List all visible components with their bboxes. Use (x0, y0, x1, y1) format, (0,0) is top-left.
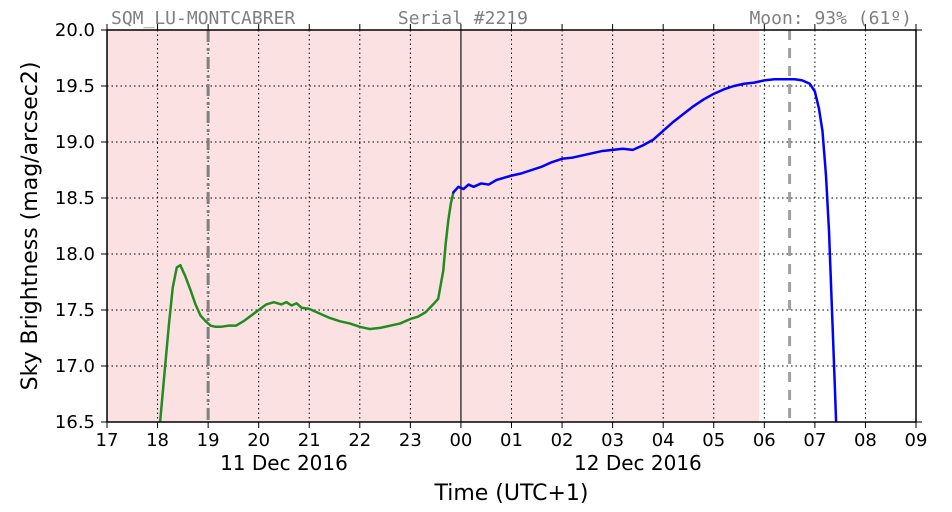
x-tick-label: 06 (753, 430, 776, 451)
x-tick-label: 09 (905, 430, 928, 451)
x-tick-label: 08 (854, 430, 877, 451)
x-tick-label: 03 (601, 430, 624, 451)
header-left: SQM_LU-MONTCABRER (111, 8, 295, 29)
date-label: 11 Dec 2016 (220, 451, 348, 475)
sky-brightness-chart: 17 18 19 20 21 22 23 00 01 02 03 04 05 06 07 08 09 16.5 17… (0, 0, 952, 512)
y-tick-label: 16.5 (55, 412, 95, 433)
x-axis-label: Time (UTC+1) (433, 481, 588, 506)
y-axis-label: Sky Brightness (mag/arcsec2) (18, 62, 43, 391)
night-shade (107, 30, 759, 422)
y-tick-label: 18.0 (55, 244, 95, 265)
x-tick-label: 19 (197, 430, 220, 451)
x-tick-label: 22 (348, 430, 371, 451)
y-tick-label: 19.0 (55, 132, 95, 153)
header-right: Moon: 93% (61º) (749, 8, 912, 29)
y-tick-label: 18.5 (55, 188, 95, 209)
header-center: Serial #2219 (398, 8, 528, 29)
x-tick-label: 05 (702, 430, 725, 451)
y-tick-label: 20.0 (55, 20, 95, 41)
x-tick-label: 23 (399, 430, 422, 451)
x-tick-label: 18 (146, 430, 169, 451)
x-tick-label: 17 (96, 430, 119, 451)
x-tick-label: 02 (551, 430, 574, 451)
x-tick-label: 01 (500, 430, 523, 451)
y-tick-label: 19.5 (55, 76, 95, 97)
date-label: 12 Dec 2016 (574, 451, 702, 475)
y-tick-label: 17.5 (55, 300, 95, 321)
y-tick-label: 17.0 (55, 356, 95, 377)
x-tick-label: 20 (247, 430, 270, 451)
x-tick-label: 04 (652, 430, 675, 451)
x-tick-label: 00 (449, 430, 472, 451)
x-tick-label: 07 (803, 430, 826, 451)
x-tick-label: 21 (298, 430, 321, 451)
